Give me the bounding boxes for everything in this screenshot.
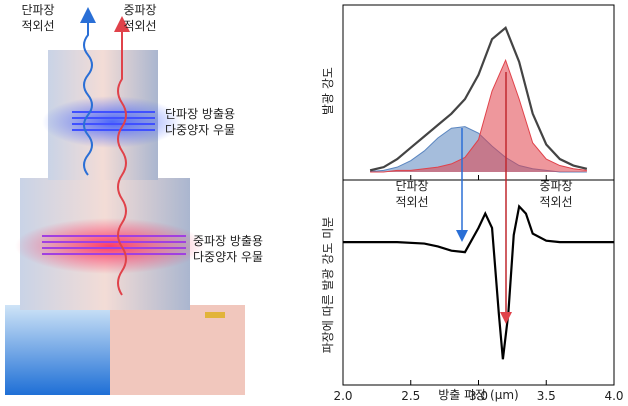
line [343, 204, 614, 360]
annotation: 중파장 [539, 179, 572, 193]
y-axis-label: 파장에 따른 발광 강도 미분 [321, 217, 335, 354]
illustration-label: 다중양자 우물 [193, 250, 263, 264]
x-tick-label: 2.0 [333, 389, 352, 402]
x-axis-label: 방출 파장 (μm) [438, 388, 518, 402]
illustration-label: 적외선 [123, 19, 156, 33]
y-axis-label: 발광 강도 [321, 67, 335, 115]
line [369, 26, 588, 172]
plot-frame [342, 4, 615, 386]
annotation: 적외선 [539, 195, 572, 209]
illustration-label: 단파장 방출용 [165, 107, 235, 121]
x-tick-label: 3.5 [537, 389, 556, 402]
area [370, 60, 587, 172]
illustration-label: 적외선 [21, 19, 54, 33]
annotation: 단파장 [395, 179, 428, 193]
x-tick-label: 2.5 [401, 389, 420, 402]
illustration-label: 단파장 [21, 3, 54, 17]
x-tick-label: 4.0 [604, 389, 623, 402]
line [370, 58, 587, 173]
annotation: 적외선 [395, 195, 428, 209]
illustration-label: 중파장 [123, 3, 156, 17]
x-tick-label: 3.0 [469, 389, 488, 402]
illustration-label: 중파장 방출용 [193, 234, 263, 248]
device-illustration [5, 7, 245, 395]
illustration-label: 다중양자 우물 [165, 123, 235, 137]
